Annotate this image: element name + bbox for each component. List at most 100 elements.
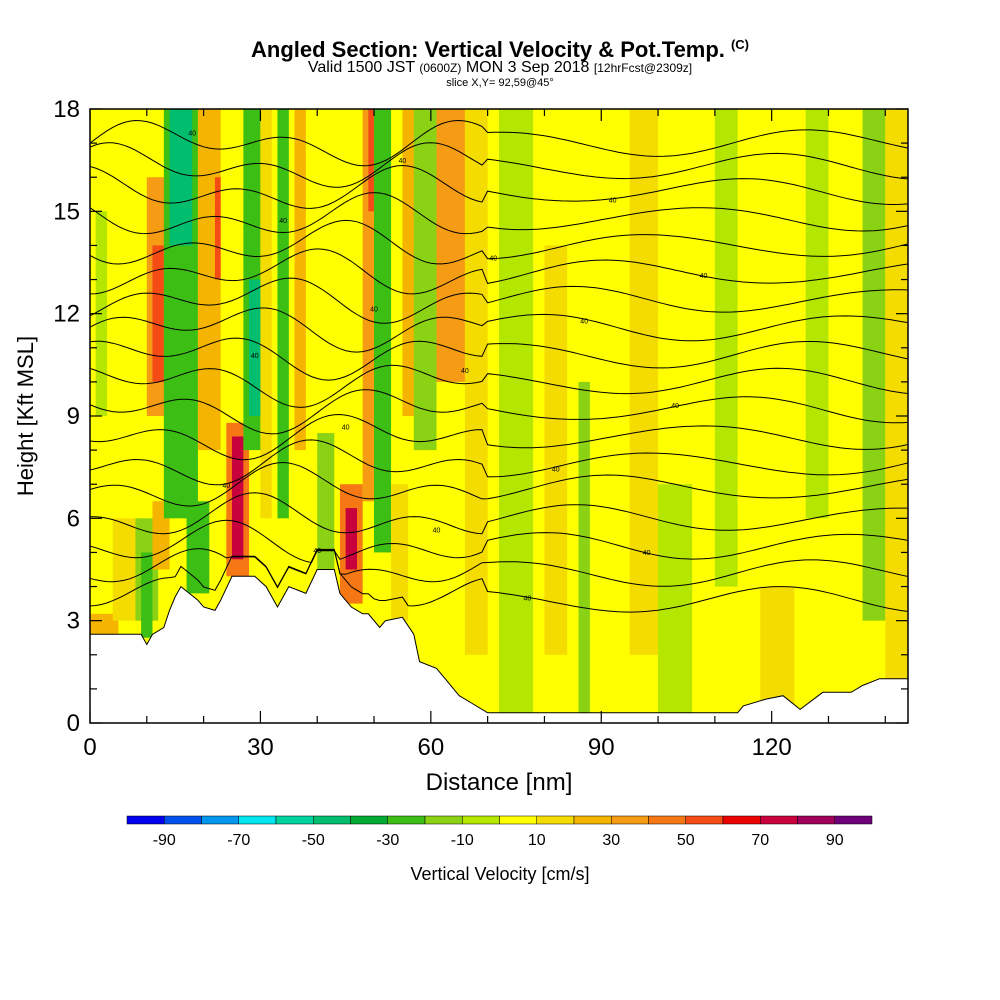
colorbar-tick-70: 70	[751, 832, 769, 849]
isentrope-line-17	[90, 548, 908, 613]
isentrope-line-9	[90, 364, 908, 408]
isentrope-line-14	[90, 492, 908, 535]
isentrope-line-15	[90, 519, 908, 564]
y-tick-label-18: 18	[53, 96, 80, 123]
isentrope-label-15: 40	[643, 550, 651, 557]
isentrope-label-1: 40	[399, 158, 407, 165]
colorbar-swatch-16	[722, 815, 761, 825]
y-tick-label-6: 6	[67, 505, 80, 532]
velocity-cell-10	[169, 109, 193, 246]
colorbar-swatch-18	[797, 815, 835, 825]
velocity-cell-33	[544, 245, 568, 655]
velocity-cell-38	[760, 586, 795, 713]
colorbar-tick-10: 10	[528, 832, 546, 849]
terrain	[89, 569, 909, 724]
velocity-cell-13	[214, 177, 221, 280]
copyright-mark: (C)	[730, 37, 749, 52]
y-tick-label-12: 12	[53, 301, 80, 328]
velocity-cell-32	[499, 109, 534, 713]
isentrope-label-3: 40	[279, 218, 287, 225]
colorbar-swatch-17	[760, 815, 798, 825]
velocity-cell-15	[232, 436, 244, 560]
chart-title: Angled Section: Vertical Velocity & Pot.…	[0, 37, 1000, 63]
chart-title-text: Angled Section: Vertical Velocity & Pot.…	[251, 37, 725, 62]
isentrope-label-11: 40	[342, 424, 350, 431]
colorbar-swatch-3	[238, 815, 277, 825]
isentrope-label-0: 40	[188, 130, 196, 137]
isentrope-label-4: 40	[489, 255, 497, 262]
colorbar-tick--70: -70	[227, 832, 250, 849]
velocity-cell-27	[391, 484, 409, 621]
velocity-cell-39	[805, 109, 829, 519]
isentrope-label-13: 40	[222, 483, 230, 490]
valid-time-local: Valid 1500 JST	[307, 59, 415, 76]
isentrope-label-14: 40	[433, 527, 441, 534]
isentrope-line-0	[90, 119, 908, 167]
velocity-cell-18	[260, 109, 272, 519]
velocity-cell-5	[141, 552, 153, 638]
colorbar: -90 -70 -50 -30 -10 10 30 50 70 90	[126, 815, 873, 849]
y-tick-label-9: 9	[67, 403, 80, 430]
velocity-cell-17	[249, 279, 261, 416]
colorbar-swatch-10	[499, 815, 537, 825]
colorbar-swatch-2	[201, 815, 239, 825]
velocity-cell-29	[413, 109, 437, 451]
isentrope-label-6: 40	[370, 307, 378, 314]
x-tick-label-60: 60	[417, 734, 444, 761]
colorbar-tick-90: 90	[826, 832, 844, 849]
colorbar-label: Vertical Velocity [cm/s]	[410, 864, 589, 884]
isentrope-line-13	[90, 461, 908, 507]
valid-time-line: Valid 1500 JST (0600Z) MON 3 Sep 2018 [1…	[0, 59, 1000, 77]
x-axis-label: Distance [nm]	[426, 769, 573, 796]
isentrope-label-5: 40	[700, 273, 708, 280]
slice-info: slice X,Y= 92,59@45°	[446, 77, 554, 89]
y-tick-label-0: 0	[67, 710, 80, 737]
isentrope-label-12: 40	[552, 466, 560, 473]
y-tick-label-15: 15	[53, 198, 80, 225]
velocity-cell-37	[714, 109, 738, 587]
colorbar-swatch-7	[387, 815, 426, 825]
colorbar-tick-50: 50	[677, 832, 695, 849]
isentrope-line-1	[90, 142, 908, 188]
forecast-info: [12hrFcst@2309z]	[593, 61, 693, 75]
isentrope-label-9: 40	[461, 368, 469, 375]
velocity-cell-30	[436, 109, 465, 382]
isentrope-line-6	[90, 277, 908, 324]
isentrope-line-4	[90, 219, 908, 265]
velocity-cell-41	[885, 109, 908, 713]
isentrope-label-2: 40	[609, 197, 617, 204]
velocity-cell-8	[152, 245, 164, 382]
isentrope-label-17: 40	[524, 596, 532, 603]
velocity-cell-35	[629, 109, 659, 655]
colorbar-swatch-19	[834, 815, 873, 825]
colorbar-swatch-13	[611, 815, 649, 825]
velocity-cell-25	[368, 109, 375, 212]
isentrope-line-16	[90, 548, 908, 589]
isentropes: 40 40 40 40 40 40 40 40 40 40 40 40 40 40 40 40 40 40	[90, 119, 908, 613]
y-tick-label-3: 3	[67, 608, 80, 635]
isentrope-label-7: 40	[580, 319, 588, 326]
isentrope-label-10: 40	[671, 403, 679, 410]
colorbar-swatch-5	[313, 815, 351, 825]
velocity-cell-21	[317, 433, 335, 570]
isentrope-line-8	[90, 337, 908, 381]
isentrope-label-16: 40	[313, 548, 321, 555]
colorbar-swatch-11	[536, 815, 575, 825]
colorbar-swatch-8	[424, 815, 463, 825]
isentrope-line-7	[90, 307, 908, 353]
isentrope-line-10	[90, 389, 908, 435]
x-tick-label-120: 120	[752, 734, 792, 761]
colorbar-swatch-6	[350, 815, 388, 825]
y-axis: 0 3 6 9 12 15 18	[53, 96, 908, 737]
velocity-cell-19	[277, 109, 289, 519]
velocity-cell-40	[862, 109, 886, 621]
isentrope-label-8: 40	[251, 353, 259, 360]
colorbar-tick--90: -90	[153, 832, 176, 849]
colorbar-swatch-15	[685, 815, 724, 825]
valid-date: MON 3 Sep 2018	[465, 59, 590, 76]
velocity-cell-31	[464, 109, 488, 655]
x-tick-label-90: 90	[588, 734, 615, 761]
valid-time-utc: (0600Z)	[419, 61, 462, 75]
colorbar-swatch-14	[648, 815, 686, 825]
